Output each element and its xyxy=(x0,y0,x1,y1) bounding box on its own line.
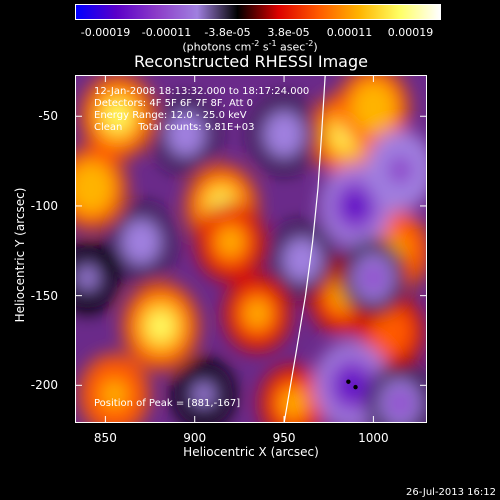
x-tick-label: 850 xyxy=(93,431,117,445)
negative-source xyxy=(76,265,99,291)
colorbar-tick: 0.00019 xyxy=(387,26,434,39)
energy-range-label: Energy Range: 12.0 - 25.0 keV xyxy=(94,110,247,121)
emission-source xyxy=(78,173,104,203)
clean-counts-label: Clean Total counts: 9.81E+03 xyxy=(94,122,255,133)
x-tick-label: 950 xyxy=(272,431,296,445)
negative-source xyxy=(387,156,413,185)
colorbar-tick: -0.00019 xyxy=(80,26,131,39)
emission-source xyxy=(360,93,386,122)
y-tick-label: -200 xyxy=(30,378,58,393)
x-tick-label: 900 xyxy=(183,431,207,445)
minimum-marker xyxy=(353,384,358,390)
negative-source xyxy=(174,121,197,147)
colorbar-tick: -3.8e-05 xyxy=(204,26,251,39)
plot-frame xyxy=(75,75,427,423)
y-tick-label: -150 xyxy=(30,288,58,303)
peak-position-label: Position of Peak = [881,-167] xyxy=(94,398,241,409)
x-tick-label: 1000 xyxy=(358,431,389,445)
y-tick-label: -50 xyxy=(38,109,58,124)
colorbar-unit-label: (photons cm-2 s-1 asec-2) xyxy=(182,39,318,54)
negative-source xyxy=(342,191,369,221)
emission-source xyxy=(218,228,243,256)
minimum-marker xyxy=(346,379,351,384)
plot-timestamp: 26-Jul-2013 16:12 xyxy=(405,487,496,498)
emission-source xyxy=(102,380,127,409)
emission-source xyxy=(281,389,305,417)
colorbar-tick: -0.00011 xyxy=(141,26,192,39)
negative-source xyxy=(290,246,314,273)
colorbar-tick: 0.00011 xyxy=(326,26,373,39)
heatmap-image xyxy=(75,75,427,423)
negative-source xyxy=(338,370,366,401)
y-tick-label: -100 xyxy=(30,198,58,213)
x-axis-label: Heliocentric X (arcsec) xyxy=(183,445,319,459)
emission-source xyxy=(147,310,175,342)
colorbar-tick: 3.8e-05 xyxy=(267,26,310,39)
colorbar xyxy=(75,4,441,20)
y-axis-label: Heliocentric Y (arcsec) xyxy=(13,187,27,323)
negative-source xyxy=(361,264,385,292)
negative-source xyxy=(388,389,412,417)
negative-source xyxy=(272,120,296,148)
emission-source xyxy=(379,318,403,345)
solar-limb-line xyxy=(283,75,326,423)
emission-source xyxy=(104,101,131,132)
chart-title: Reconstructed RHESSI Image xyxy=(134,52,368,71)
negative-source xyxy=(192,381,215,407)
emission-source xyxy=(245,300,269,327)
detectors-label: Detectors: 4F 5F 6F 7F 8F, Att 0 xyxy=(94,98,254,109)
negative-source xyxy=(129,228,153,255)
time-range-label: 12-Jan-2008 18:13:32.000 to 18:17:24.000 xyxy=(94,86,310,97)
